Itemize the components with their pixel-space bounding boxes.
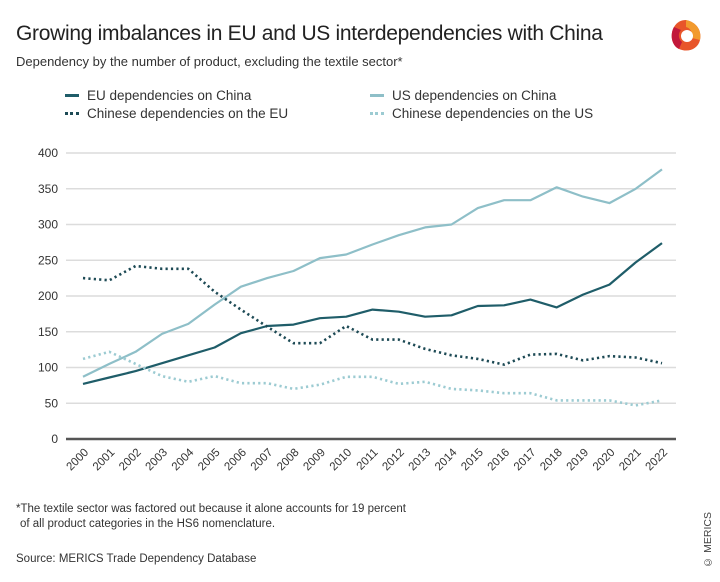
x-tick-label: 2000 [65, 447, 92, 474]
legend-china-on-us: Chinese dependencies on the US [370, 106, 593, 121]
x-tick-label: 2006 [222, 447, 249, 474]
chart-subtitle: Dependency by the number of product, exc… [16, 54, 403, 69]
y-tick-label: 0 [51, 432, 58, 446]
legend-eu-on-china: EU dependencies on China [65, 88, 251, 103]
x-tick-label: 2009 [301, 447, 328, 474]
legend-swatch-solid-dark [65, 94, 79, 97]
x-tick-label: 2017 [512, 447, 539, 474]
x-tick-label: 2004 [170, 446, 197, 473]
x-tick-label: 2011 [355, 447, 381, 473]
legend-china-on-eu: Chinese dependencies on the EU [65, 106, 288, 121]
y-tick-label: 250 [38, 253, 58, 267]
chart-title: Growing imbalances in EU and US interdep… [16, 22, 603, 45]
footnote-line-2: of all product categories in the HS6 nom… [20, 518, 276, 530]
source-note: Source: MERICS Trade Dependency Database [16, 553, 257, 565]
x-tick-label: 2016 [486, 447, 513, 474]
legend-us-on-china: US dependencies on China [370, 88, 556, 103]
y-tick-label: 50 [45, 396, 59, 410]
y-tick-label: 150 [38, 325, 58, 339]
x-tick-label: 2005 [196, 447, 223, 474]
legend-swatch-dotted-light [370, 112, 384, 115]
x-tick-label: 2014 [433, 446, 460, 473]
x-tick-label: 2018 [538, 447, 565, 474]
x-tick-label: 2020 [591, 447, 618, 474]
merics-logo [671, 20, 701, 51]
x-tick-label: 2013 [407, 447, 434, 474]
x-tick-label: 2012 [380, 447, 407, 474]
legend-label: Chinese dependencies on the EU [87, 106, 289, 121]
legend-label: US dependencies on China [392, 88, 557, 103]
legend-swatch-solid-light [370, 94, 384, 97]
y-tick-label: 200 [38, 289, 58, 303]
x-tick-label: 2001 [91, 447, 118, 474]
legend-label: EU dependencies on China [87, 88, 252, 103]
series-line-4 [82, 350, 663, 407]
x-tick-label: 2002 [117, 447, 144, 474]
x-tick-label: 2019 [565, 447, 592, 474]
y-tick-label: 100 [38, 361, 58, 375]
copyright: © MERICS [702, 512, 714, 568]
y-tick-label: 350 [38, 182, 58, 196]
legend-label: Chinese dependencies on the US [392, 106, 594, 121]
x-tick-label: 2021 [617, 447, 644, 474]
x-tick-label: 2003 [143, 447, 170, 474]
y-tick-label: 400 [38, 146, 58, 160]
x-tick-label: 2007 [249, 447, 276, 474]
x-tick-label: 2022 [644, 447, 671, 474]
x-tick-label: 2008 [275, 447, 302, 474]
legend-swatch-dotted-dark [65, 112, 79, 115]
line-chart: 0 50 100 150 200 250 300 350 400 2000 2001 2002 2003… [38, 146, 676, 474]
x-tick-label: 2015 [459, 447, 486, 474]
series-line-2 [82, 168, 663, 378]
x-tick-label: 2010 [328, 447, 355, 474]
footnote-line-1: *The textile sector was factored out bec… [16, 503, 406, 515]
series-line-1 [82, 242, 663, 385]
series-line-3 [82, 264, 663, 366]
y-tick-label: 300 [38, 218, 58, 232]
